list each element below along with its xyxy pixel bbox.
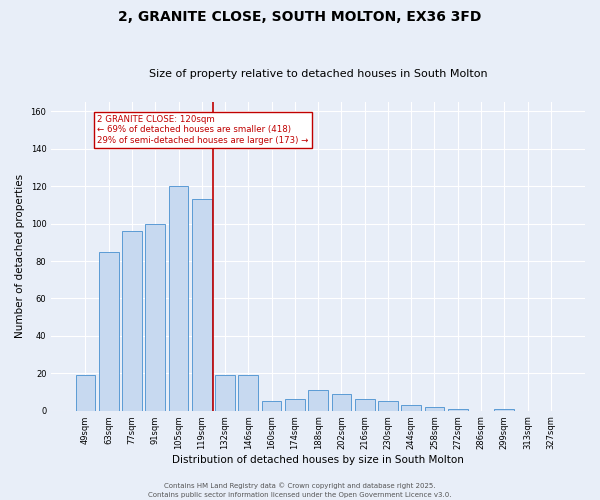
Bar	[494, 409, 514, 410]
Bar	[425, 407, 445, 410]
Bar	[215, 375, 235, 410]
X-axis label: Distribution of detached houses by size in South Molton: Distribution of detached houses by size …	[172, 455, 464, 465]
Bar	[378, 402, 398, 410]
Bar	[308, 390, 328, 410]
Bar	[238, 375, 258, 410]
Text: 2, GRANITE CLOSE, SOUTH MOLTON, EX36 3FD: 2, GRANITE CLOSE, SOUTH MOLTON, EX36 3FD	[118, 10, 482, 24]
Bar	[355, 400, 374, 410]
Y-axis label: Number of detached properties: Number of detached properties	[15, 174, 25, 338]
Bar	[145, 224, 165, 410]
Bar	[332, 394, 352, 410]
Bar	[448, 409, 467, 410]
Bar	[169, 186, 188, 410]
Bar	[192, 200, 212, 410]
Bar	[401, 405, 421, 410]
Bar	[122, 231, 142, 410]
Bar	[262, 402, 281, 410]
Bar	[285, 400, 305, 410]
Text: 2 GRANITE CLOSE: 120sqm
← 69% of detached houses are smaller (418)
29% of semi-d: 2 GRANITE CLOSE: 120sqm ← 69% of detache…	[97, 115, 308, 145]
Bar	[76, 375, 95, 410]
Bar	[99, 252, 119, 410]
Title: Size of property relative to detached houses in South Molton: Size of property relative to detached ho…	[149, 69, 487, 79]
Text: Contains HM Land Registry data © Crown copyright and database right 2025.: Contains HM Land Registry data © Crown c…	[164, 482, 436, 489]
Text: Contains public sector information licensed under the Open Government Licence v3: Contains public sector information licen…	[148, 492, 452, 498]
